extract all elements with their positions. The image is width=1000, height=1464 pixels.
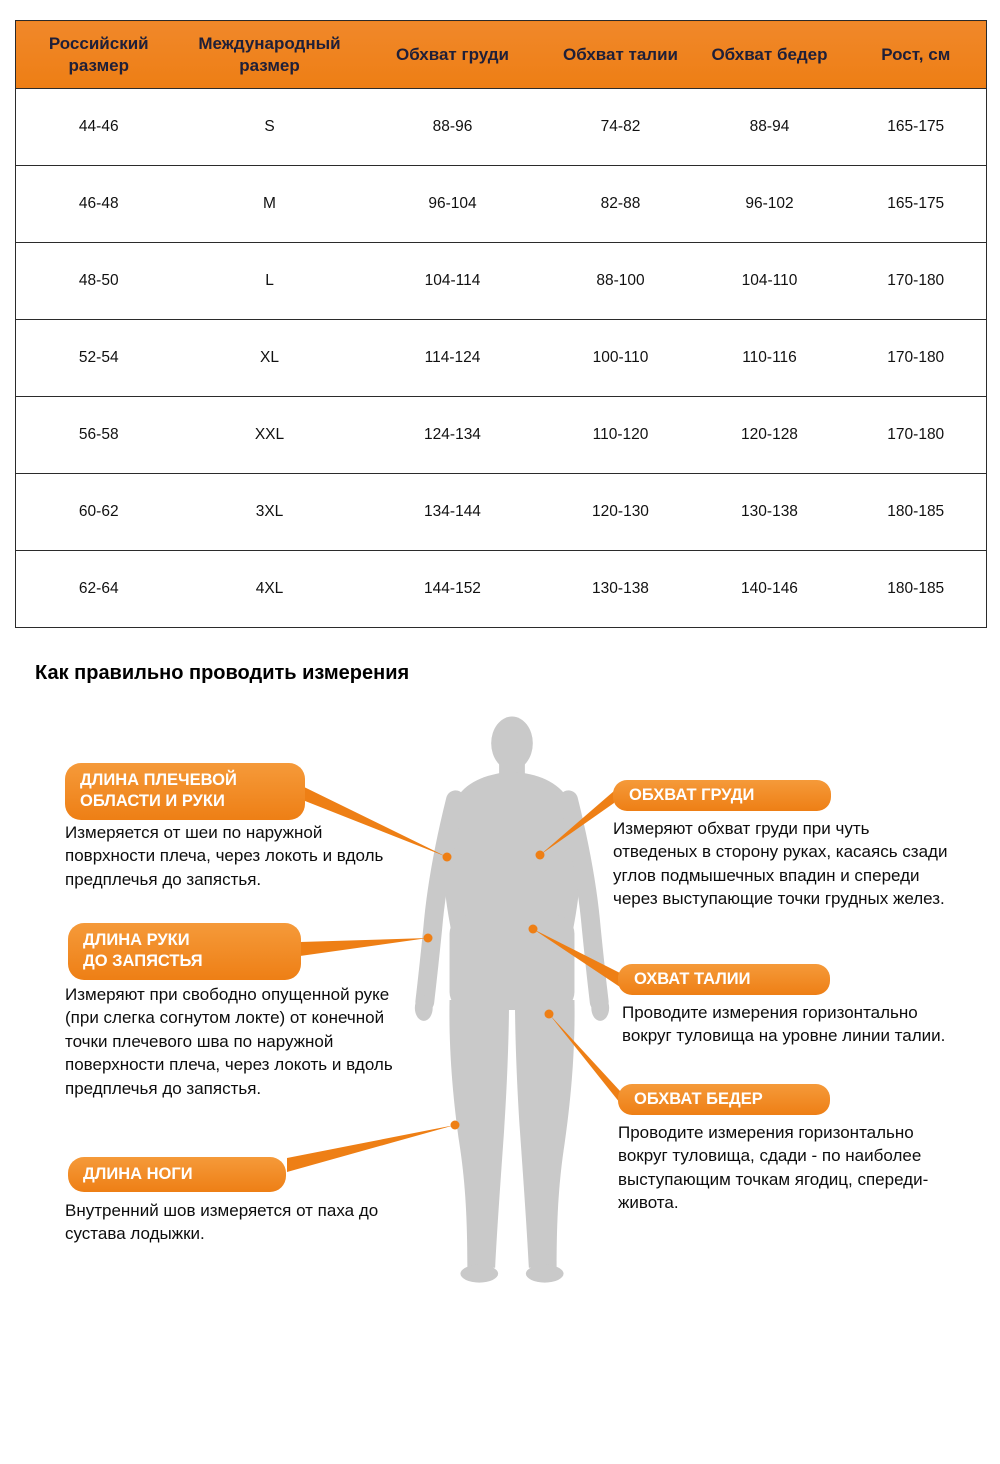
callout-arm-to-wrist-length-description: Измеряют при свободно опущенной руке (пр… [65, 985, 393, 1098]
table-row: 60-62 3XL 134-144 120-130 130-138 180-18… [15, 473, 987, 551]
table-cell: 96-104 [428, 195, 477, 212]
table-cell: 165-175 [887, 195, 945, 212]
table-cell: 170-180 [887, 349, 945, 366]
table-cell: 104-110 [741, 272, 798, 289]
table-cell: 88-100 [596, 272, 645, 289]
table-cell: 74-82 [600, 118, 641, 135]
table-row: 48-50 L 104-114 88-100 104-110 170-180 [15, 242, 987, 320]
callout-leg-length-label: ДЛИНА НОГИ [68, 1157, 286, 1193]
table-cell: 170-180 [887, 272, 945, 289]
table-cell: 124-134 [424, 426, 481, 443]
header-international-size: Международный размер [181, 20, 358, 89]
table-cell: 100-110 [592, 349, 649, 366]
table-cell: 120-128 [741, 426, 798, 443]
table-cell: XL [260, 349, 279, 366]
table-cell: S [264, 118, 275, 135]
table-cell: 3XL [255, 503, 284, 520]
table-cell: 46-48 [78, 195, 119, 212]
table-cell: 48-50 [78, 272, 119, 289]
callout-leg-length-description: Внутренний шов измеряется от паха до сус… [65, 1201, 379, 1244]
table-cell: 114-124 [424, 349, 481, 366]
table-cell: 60-62 [78, 503, 119, 520]
table-row: 44-46 S 88-96 74-82 88-94 165-175 [15, 88, 987, 166]
table-cell: 52-54 [78, 349, 119, 366]
table-cell: 140-146 [741, 580, 798, 597]
header-hip-girth: Обхват бедер [693, 20, 846, 89]
table-row: 56-58 XXL 124-134 110-120 120-128 170-18… [15, 396, 987, 474]
measurement-diagram: ДЛИНА ПЛЕЧЕВОЙ ОБЛАСТИ И РУКИ Измеряется… [0, 697, 1000, 1441]
header-waist-girth: Обхват талии [547, 20, 694, 89]
table-cell: 62-64 [78, 580, 119, 597]
table-row: 46-48 M 96-104 82-88 96-102 165-175 [15, 165, 987, 243]
table-cell: 120-130 [592, 503, 649, 520]
table-cell: 104-114 [424, 272, 481, 289]
table-cell: 110-120 [592, 426, 649, 443]
header-chest-girth: Обхват груди [357, 20, 548, 89]
callout-shoulder-arm-length-description: Измеряется от шеи по наружной поврхности… [65, 823, 384, 889]
table-cell: 4XL [255, 580, 284, 597]
callout-hip-girth-description: Проводите измерения горизонтально вокруг… [618, 1123, 929, 1213]
table-row: 52-54 XL 114-124 100-110 110-116 170-180 [15, 319, 987, 397]
table-cell: 130-138 [592, 580, 649, 597]
table-cell: 96-102 [745, 195, 794, 212]
person-silhouette-icon [414, 716, 610, 1283]
callout-arm-to-wrist-length-label: ДЛИНА РУКИ ДО ЗАПЯСТЬЯ [68, 923, 301, 980]
table-cell: 180-185 [887, 503, 945, 520]
section-title: Как правильно проводить измерения [35, 662, 410, 684]
callout-waist-girth-label: ОХВАТ ТАЛИИ [618, 964, 830, 996]
table-cell: 134-144 [424, 503, 481, 520]
table-cell: 82-88 [600, 195, 641, 212]
table-cell: 88-94 [749, 118, 790, 135]
table-header-row: Российский размер Международный размер О… [15, 20, 987, 89]
table-cell: 110-116 [742, 349, 797, 366]
header-russian-size: Российский размер [15, 20, 182, 89]
table-cell: 44-46 [78, 118, 119, 135]
table-cell: 165-175 [887, 118, 945, 135]
size-table: Российский размер Международный размер О… [15, 20, 987, 628]
table-cell: 144-152 [424, 580, 481, 597]
table-cell: M [263, 195, 276, 212]
table-row: 62-64 4XL 144-152 130-138 140-146 180-18… [15, 550, 987, 628]
table-cell: 130-138 [741, 503, 798, 520]
callout-hip-girth-label: ОБХВАТ БЕДЕР [618, 1084, 830, 1116]
header-height: Рост, см [845, 20, 987, 89]
callout-chest-girth-description: Измеряют обхват груди при чуть отведеных… [613, 819, 948, 909]
table-cell: L [265, 272, 274, 289]
table-cell: XXL [254, 426, 285, 443]
table-cell: 180-185 [887, 580, 945, 597]
table-cell: 56-58 [78, 426, 119, 443]
callout-chest-girth-label: ОБХВАТ ГРУДИ [613, 780, 831, 812]
callout-shoulder-arm-length-label: ДЛИНА ПЛЕЧЕВОЙ ОБЛАСТИ И РУКИ [65, 763, 305, 820]
table-cell: 88-96 [432, 118, 473, 135]
table-cell: 170-180 [887, 426, 945, 443]
callout-waist-girth-description: Проводите измерения горизонтально вокруг… [622, 1003, 946, 1046]
